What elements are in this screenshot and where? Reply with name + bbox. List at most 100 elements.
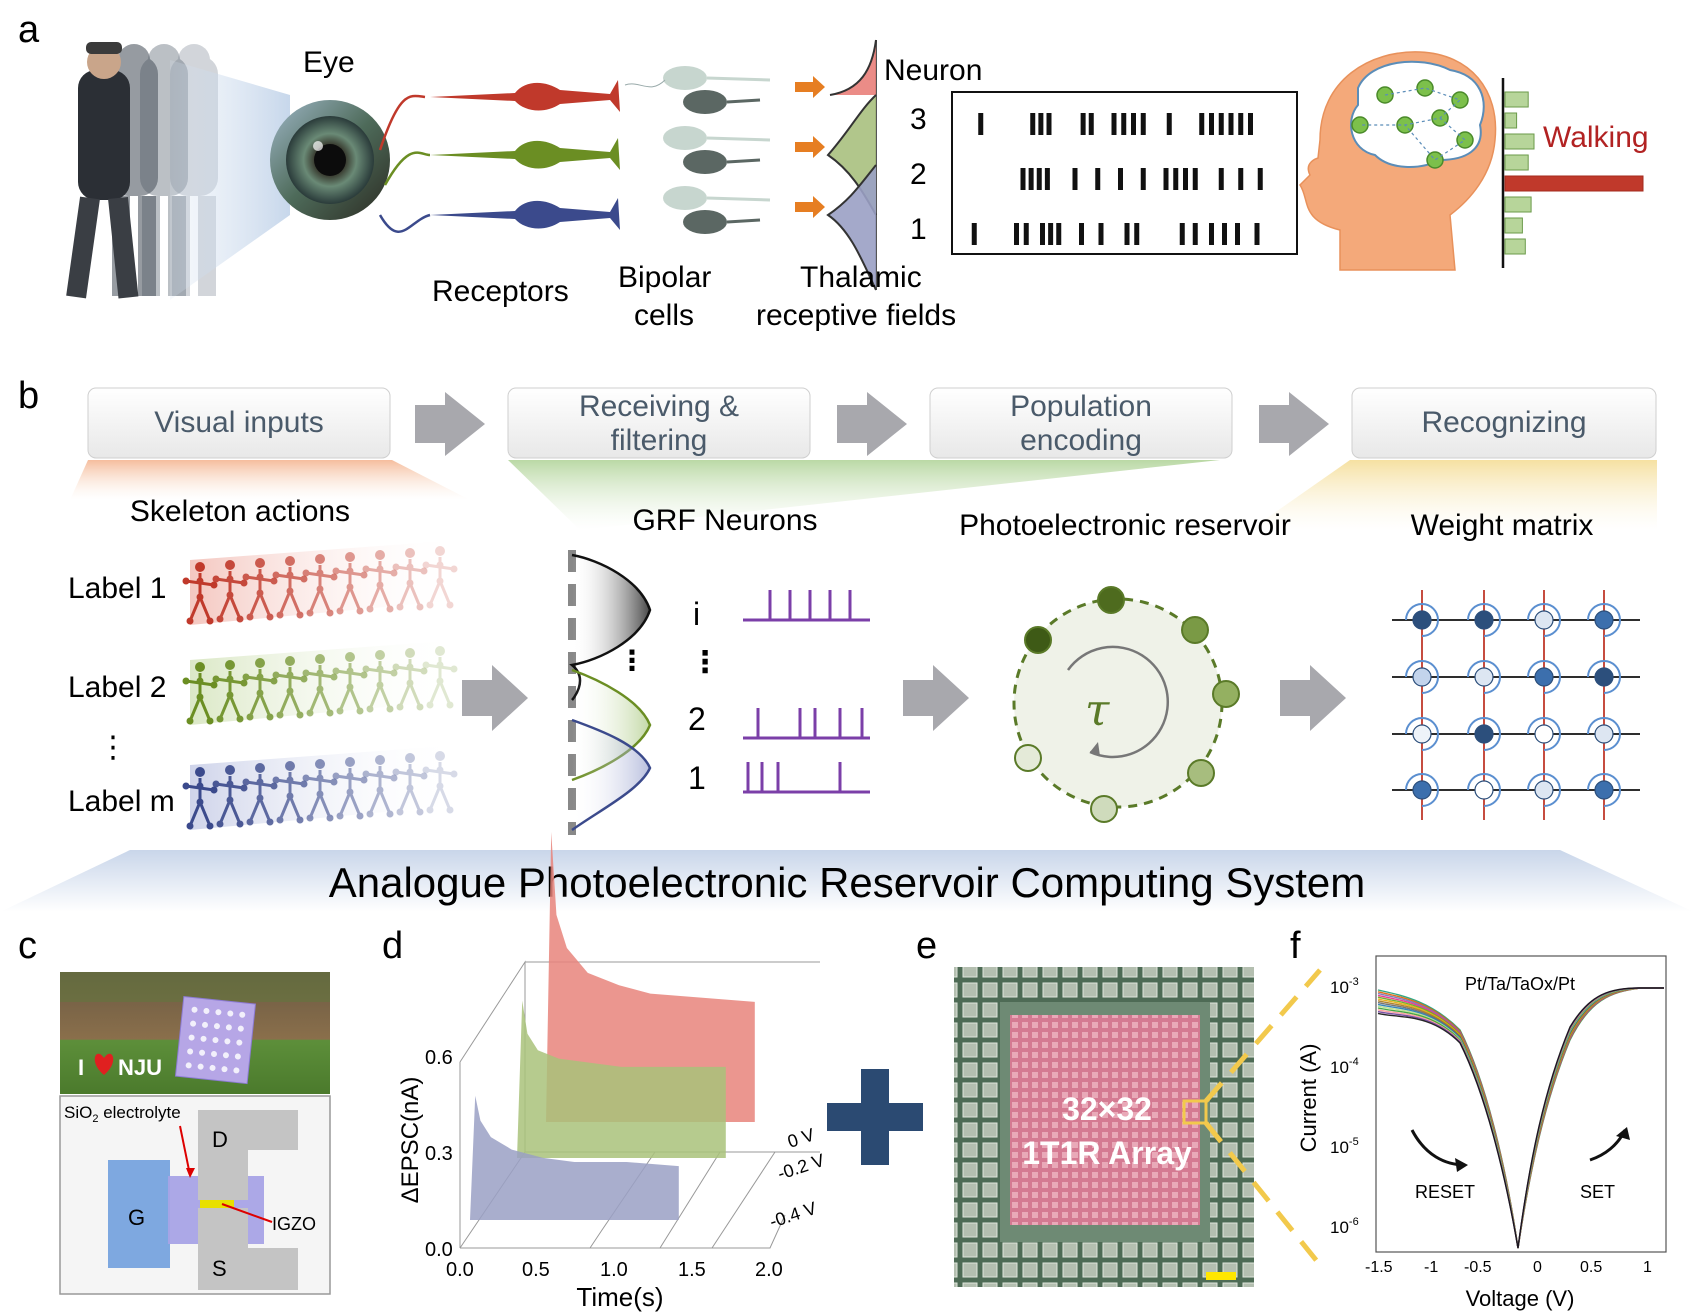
system-banner-text: Analogue Photoelectronic Reservoir Compu…: [329, 859, 1366, 906]
spike-mark: [1056, 223, 1062, 245]
drain-electrode: [198, 1110, 298, 1200]
igzo-channel: [200, 1200, 234, 1208]
histogram-bar: [1504, 91, 1529, 108]
memristor-cell: [1594, 724, 1614, 744]
spike-mark: [1036, 168, 1042, 190]
panel-letter-d: d: [382, 925, 403, 967]
d-xtick-0: 0.0: [446, 1259, 474, 1281]
spike-mark: [1238, 113, 1244, 135]
memristor-cell: [1412, 724, 1432, 744]
spike-mark: [1218, 113, 1224, 135]
thalamic-label-2: receptive fields: [756, 299, 956, 332]
svg-text:Population: Population: [1010, 390, 1152, 423]
skeleton-figure: [392, 753, 428, 816]
output-histogram: [1504, 91, 1644, 255]
spike-mark: [1199, 113, 1205, 135]
label-1: Label 1: [68, 572, 166, 605]
spike-mark: [1040, 223, 1045, 245]
grf-id-vdots: ⋮: [690, 646, 720, 679]
epsc-series-area: [517, 1000, 726, 1158]
array-label-2: 1T1R Array: [1022, 1135, 1192, 1171]
histogram-bar: [1504, 217, 1523, 234]
iv-plot-frame: [1375, 955, 1667, 1253]
skeleton-figure: [242, 763, 278, 826]
skeleton-figure: [362, 755, 398, 818]
spike-mark: [1179, 223, 1185, 245]
histogram-bar: [1504, 112, 1518, 129]
neuron-id-2: 2: [910, 158, 927, 191]
svg-text:10-5: 10-5: [1330, 1136, 1359, 1157]
skeleton-figure: [302, 759, 338, 822]
panel-f: f Pt/Ta/TaOx/Pt Current (A) Voltage (V) …: [1290, 925, 1667, 1311]
label-m: Label m: [68, 785, 175, 818]
d-ztick-2: -0.4 V: [767, 1198, 819, 1232]
weight-title: Weight matrix: [1411, 509, 1594, 542]
f-xticks: -1.5 -1 -0.5 0 0.5 1: [1365, 1259, 1652, 1276]
histogram-bar: [1504, 175, 1644, 192]
skeleton-figure: [272, 556, 308, 619]
scale-bar: [1206, 1272, 1236, 1280]
svg-text:Recognizing: Recognizing: [1421, 406, 1586, 439]
orange-arrows: [795, 76, 825, 218]
histogram-bar: [1504, 154, 1529, 171]
d-ztick-0: 0 V: [785, 1124, 817, 1151]
step-receiving-filtering: Receiving & filtering: [507, 387, 811, 459]
neuron-id-3: 3: [910, 103, 927, 136]
grf-spike-trains: [743, 590, 870, 794]
flow-arrows: [462, 665, 1346, 731]
d-xtick-3: 1.5: [678, 1259, 706, 1281]
spike-mark: [1072, 168, 1078, 190]
yellow-fan: [1250, 460, 1657, 530]
spike-mark: [1163, 168, 1169, 190]
skeleton-figure: [422, 546, 458, 609]
spike-mark: [1173, 168, 1179, 190]
panel-letter-f: f: [1290, 925, 1301, 967]
receptor-row-blue: [430, 186, 771, 234]
spike-mark: [1222, 223, 1227, 245]
sign-text-nju: NJU: [118, 1055, 162, 1080]
zoom-line-bottom: [1204, 1121, 1322, 1267]
epsc-plot: [470, 832, 755, 1220]
gate-electrode: [108, 1160, 170, 1268]
spike-mark: [978, 113, 984, 135]
panel-letter-a: a: [18, 9, 40, 51]
label-vdots: ⋮: [98, 731, 128, 764]
f-xlabel: Voltage (V): [1466, 1286, 1575, 1311]
step-visual-inputs: Visual inputs: [87, 387, 391, 459]
skeleton-figure: [302, 554, 338, 617]
svg-text:Receiving &: Receiving &: [579, 390, 739, 423]
spike-mark: [1028, 168, 1034, 190]
svg-text:encoding: encoding: [1020, 424, 1142, 457]
skeleton-figure: [422, 646, 458, 709]
panel-a: a Eye: [18, 9, 1649, 332]
electrolyte-pointer: [179, 1125, 191, 1176]
orange-fan: [70, 460, 470, 500]
sign-text-i: I: [78, 1055, 84, 1080]
spike-mark: [1111, 113, 1117, 135]
svg-text:⋮: ⋮: [618, 645, 646, 676]
d-xtick-4: 2.0: [755, 1259, 783, 1281]
spike-mark: [1209, 113, 1214, 135]
skeleton-figure: [272, 761, 308, 824]
reservoir-node: [1014, 744, 1042, 772]
f-set-label: SET: [1580, 1182, 1615, 1202]
reservoir-ring: τ: [1012, 586, 1240, 823]
array-region: [1010, 1015, 1200, 1225]
svg-text:filtering: filtering: [611, 424, 708, 457]
spike-mark: [1014, 223, 1019, 245]
light-beam: [170, 60, 290, 300]
svg-text:10-4: 10-4: [1330, 1056, 1359, 1077]
memristor-cell: [1412, 667, 1432, 687]
panel-letter-e: e: [916, 925, 937, 967]
svg-text:-0.5: -0.5: [1464, 1259, 1492, 1276]
bipolar-label-2: cells: [634, 299, 694, 332]
spike-mark: [1238, 168, 1244, 190]
receptors-label: Receptors: [432, 275, 569, 308]
nerve-red: [378, 94, 426, 151]
spike-mark: [1020, 168, 1026, 190]
d-xtick-2: 1.0: [600, 1259, 628, 1281]
igzo-label: IGZO: [272, 1214, 316, 1234]
svg-text:-1.5: -1.5: [1365, 1259, 1393, 1276]
spike-mark: [1192, 223, 1198, 245]
step-recognizing: Recognizing: [1351, 387, 1657, 459]
